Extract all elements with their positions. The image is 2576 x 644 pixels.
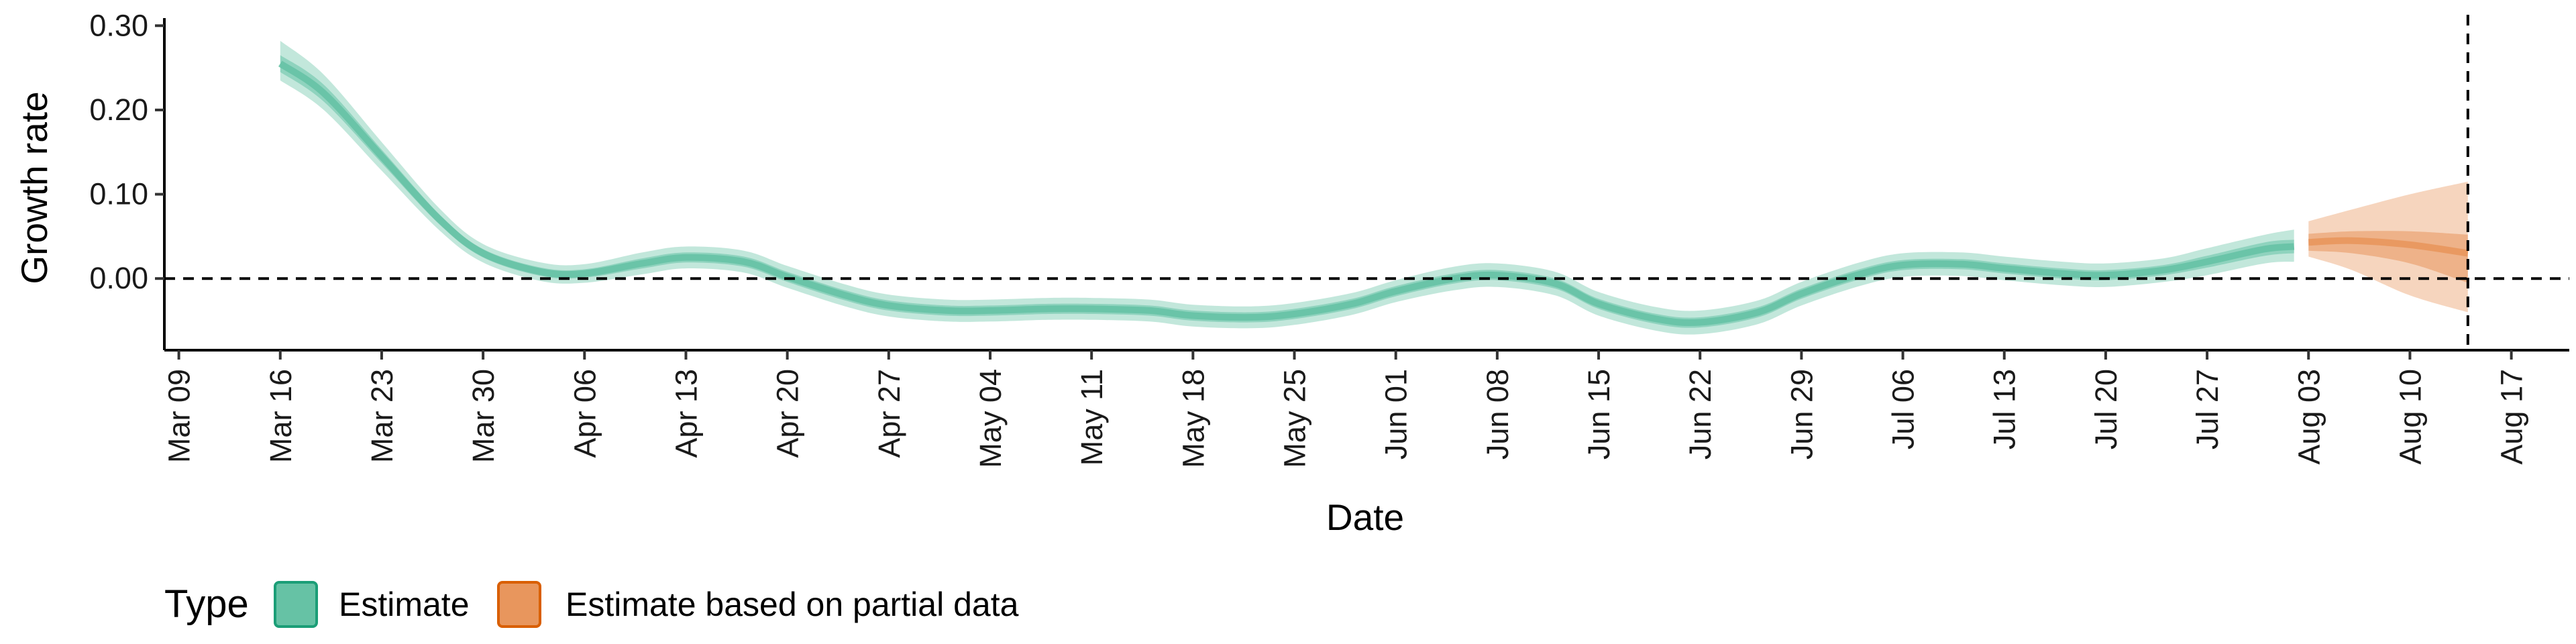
legend-title: Type bbox=[164, 582, 249, 626]
y-tick-label: 0.30 bbox=[89, 8, 148, 42]
x-tick-label: Jun 22 bbox=[1683, 369, 1717, 460]
y-tick-label: 0.10 bbox=[89, 177, 148, 211]
x-tick-label: Jul 06 bbox=[1886, 369, 1921, 449]
y-tick-label: 0.20 bbox=[89, 93, 148, 127]
legend-key-estimate bbox=[274, 581, 318, 628]
x-tick-label: Jul 13 bbox=[1988, 369, 2022, 449]
x-tick-label: Apr 27 bbox=[872, 369, 906, 458]
x-tick-label: Jun 29 bbox=[1784, 369, 1819, 460]
partial-estimate-mean-line bbox=[2308, 237, 2469, 257]
x-tick-label: Apr 06 bbox=[568, 369, 602, 458]
x-tick-label: Mar 23 bbox=[365, 369, 399, 463]
legend-label-partial-estimate: Estimate based on partial data bbox=[566, 586, 1019, 623]
x-tick-label: Jul 20 bbox=[2089, 369, 2123, 449]
x-tick-label: May 18 bbox=[1176, 369, 1210, 468]
axes: Growth rate Date 0.00 0.10 0.20 0.30 Mar 09 M… bbox=[13, 8, 2569, 538]
estimate-ribbon-50 bbox=[280, 55, 2294, 328]
y-axis-title: Growth rate bbox=[13, 91, 55, 284]
legend-key-partial-estimate bbox=[497, 581, 541, 628]
x-tick-label: Mar 09 bbox=[162, 369, 197, 463]
x-tick-label: Jul 27 bbox=[2190, 369, 2224, 449]
x-tick-label: Jun 15 bbox=[1582, 369, 1616, 460]
x-tick-label: Aug 03 bbox=[2292, 369, 2326, 465]
estimate-ribbon-90 bbox=[280, 40, 2294, 335]
legend-label-estimate: Estimate bbox=[339, 586, 470, 623]
legend: Type Estimate Estimate based on partial d… bbox=[164, 581, 1019, 628]
x-tick-label: Aug 10 bbox=[2393, 369, 2427, 465]
estimate-mean-line bbox=[278, 60, 2295, 327]
x-tick-label: Jun 08 bbox=[1481, 369, 1515, 460]
x-axis-title: Date bbox=[1326, 496, 1404, 538]
x-tick-label: May 04 bbox=[973, 369, 1008, 468]
x-tick-label: May 25 bbox=[1278, 369, 1312, 468]
plot-area bbox=[164, 15, 2569, 350]
x-tick-label: Aug 17 bbox=[2495, 369, 2529, 465]
x-tick-label: May 11 bbox=[1075, 369, 1109, 466]
x-tick-label: Mar 16 bbox=[264, 369, 298, 463]
y-tick-label: 0.00 bbox=[89, 261, 148, 295]
x-tick-label: Apr 20 bbox=[771, 369, 805, 458]
x-tick-label: Apr 13 bbox=[669, 369, 704, 458]
x-tick-label: Jun 01 bbox=[1379, 369, 1413, 460]
x-tick-label: Mar 30 bbox=[466, 369, 500, 463]
